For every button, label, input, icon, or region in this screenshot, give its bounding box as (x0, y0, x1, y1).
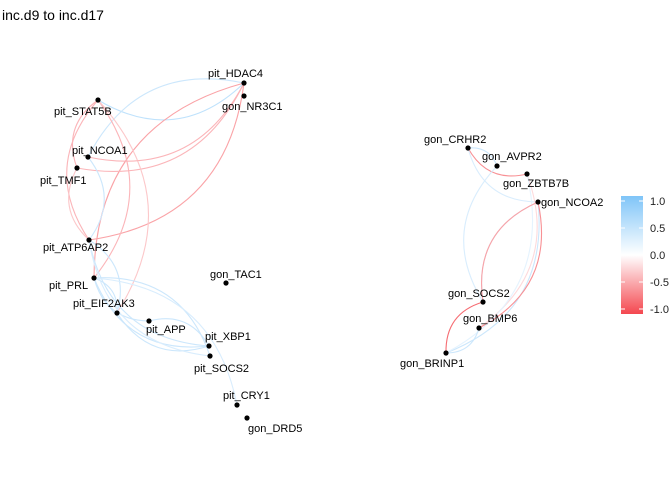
edge-gon_BRINP1-gon_BMP6 (445, 327, 480, 354)
node-label-gon_BMP6: gon_BMP6 (463, 313, 517, 325)
node-pit_APP (146, 318, 152, 324)
edge-pit_PRL-pit_SOCS2 (93, 277, 211, 357)
node-gon_SOCS2 (480, 299, 486, 305)
node-label-pit_EIF2AK3: pit_EIF2AK3 (73, 298, 135, 310)
node-gon_NR3C1 (241, 93, 247, 99)
node-pit_NCOA1 (85, 154, 91, 160)
edge-pit_EIF2AK3-pit_XBP1 (116, 312, 210, 352)
edge-pit_HDAC4-pit_ATP6AP2 (88, 82, 245, 241)
label-layer: pit_HDAC4 gon_NR3C1 pit_STAT5B pit_NCOA1pit… (40, 68, 603, 435)
edge-pit_ATP6AP2-pit_XBP1 (88, 239, 210, 347)
node-label-gon_TAC1: gon_TAC1 (210, 269, 262, 281)
edge-gon_CRHR2-gon_ZBTB7B (467, 147, 528, 177)
node-label-gon_DRD5: gon_DRD5 (248, 423, 302, 435)
legend-tick-label: -0.5 (650, 277, 669, 289)
node-gon_BMP6 (476, 325, 482, 331)
node-pit_STAT5B (95, 97, 101, 103)
edge-pit_ATP6AP2-pit_EIF2AK3 (88, 239, 121, 314)
edge-pit_TMF1-pit_ATP6AP2 (68, 167, 90, 241)
node-pit_TMF1 (74, 165, 80, 171)
node-label-pit_PRL: pit_PRL (49, 280, 88, 292)
edge-gon_AVPR2-gon_SOCS2 (463, 165, 498, 303)
node-pit_PRL (91, 275, 97, 281)
edge-pit_STAT5B-pit_HDAC4 (97, 82, 245, 121)
node-pit_ATP6AP2 (86, 237, 92, 243)
edge-pit_HDAC4-pit_PRL (93, 82, 245, 279)
node-pit_XBP1 (206, 343, 212, 349)
edge-pit_APP-pit_XBP1 (148, 318, 210, 347)
node-pit_SOCS2 (207, 353, 213, 359)
node-label-pit_APP: pit_APP (146, 324, 186, 336)
color-legend-bar (621, 196, 643, 314)
node-label-gon_BRINP1: gon_BRINP1 (400, 358, 464, 370)
node-label-gon_SOCS2: gon_SOCS2 (448, 288, 510, 300)
node-gon_ZBTB7B (524, 171, 530, 177)
node-label-pit_SOCS2: pit_SOCS2 (194, 363, 249, 375)
edge-pit_NCOA1-pit_HDAC4 (87, 82, 245, 162)
node-label-pit_HDAC4: pit_HDAC4 (208, 68, 263, 80)
node-label-gon_NCOA2: gon_NCOA2 (541, 197, 603, 209)
node-label-gon_NR3C1: gon_NR3C1 (222, 101, 283, 113)
color-legend-ticks: 1.0 0.5 0.0 -0.5 -1.0 (621, 196, 669, 316)
legend-tick-label: 0.0 (650, 250, 665, 262)
edge-pit_STAT5B-pit_EIF2AK3 (97, 99, 150, 314)
node-gon_CRHR2 (465, 145, 471, 151)
edge-pit_STAT5B-pit_ATP6AP2 (66, 99, 99, 241)
node-label-gon_ZBTB7B: gon_ZBTB7B (503, 178, 569, 190)
edge-gon_SOCS2-gon_NCOA2 (481, 201, 539, 303)
edge-pit_ATP6AP2-pit_SOCS2 (88, 239, 211, 357)
legend-tick-label: -1.0 (650, 304, 669, 316)
node-gon_DRD5 (244, 415, 250, 421)
node-label-pit_XBP1: pit_XBP1 (205, 331, 251, 343)
node-gon_NCOA2 (535, 199, 541, 205)
edge-gon_BRINP1-gon_ZBTB7B (445, 173, 534, 354)
legend-tick-label: 1.0 (650, 196, 665, 208)
node-label-pit_ATP6AP2: pit_ATP6AP2 (43, 242, 108, 254)
edge-pit_PRL-pit_CRY1 (93, 277, 238, 406)
edge-pit_HDAC4-pit_NCOA1 (87, 78, 245, 158)
color-legend: 1.0 0.5 0.0 -0.5 -1.0 (621, 196, 669, 316)
edge-gon_ZBTB7B-gon_BMP6 (478, 173, 538, 329)
edge-pit_PRL-pit_APP (93, 277, 150, 322)
node-layer (74, 80, 541, 421)
node-label-pit_CRY1: pit_CRY1 (223, 390, 270, 402)
node-gon_AVPR2 (494, 163, 500, 169)
node-label-gon_AVPR2: gon_AVPR2 (482, 151, 542, 163)
node-label-pit_TMF1: pit_TMF1 (40, 175, 86, 187)
plot-title: inc.d9 to inc.d17 (2, 7, 104, 23)
legend-tick-label: 0.5 (650, 223, 665, 235)
edge-pit_NCOA1-pit_ATP6AP2 (87, 156, 105, 241)
node-pit_CRY1 (234, 402, 240, 408)
edge-pit_PRL-pit_XBP1 (93, 277, 210, 348)
node-label-pit_NCOA1: pit_NCOA1 (72, 145, 128, 157)
edge-gon_BRINP1-gon_SOCS2 (445, 301, 484, 354)
node-pit_HDAC4 (241, 80, 247, 86)
edge-pit_TMF1-pit_STAT5B (71, 99, 99, 169)
node-label-pit_STAT5B: pit_STAT5B (54, 106, 112, 118)
edge-gon_CRHR2-gon_AVPR2 (467, 147, 498, 167)
node-pit_EIF2AK3 (114, 310, 120, 316)
edge-layer (66, 78, 542, 406)
node-label-gon_CRHR2: gon_CRHR2 (424, 134, 486, 146)
node-gon_TAC1 (223, 280, 229, 286)
node-gon_BRINP1 (443, 350, 449, 356)
edge-gon_NCOA2-gon_BMP6 (478, 201, 542, 329)
edge-pit_HDAC4-pit_TMF1 (76, 82, 245, 172)
edge-gon_CRHR2-gon_NCOA2 (467, 147, 539, 203)
